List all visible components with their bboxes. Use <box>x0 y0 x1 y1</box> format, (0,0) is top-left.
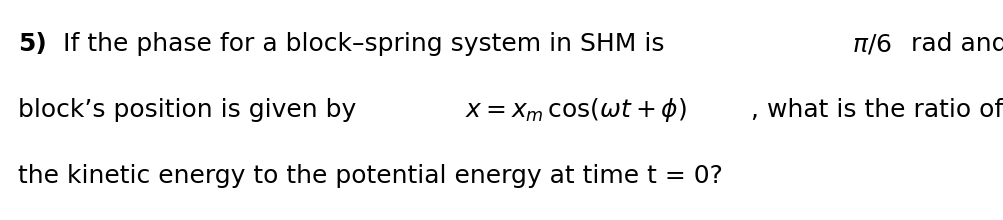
Text: 5): 5) <box>18 32 47 56</box>
Text: rad and the: rad and the <box>903 32 1003 56</box>
Text: the kinetic energy to the potential energy at time t = 0?: the kinetic energy to the potential ener… <box>18 164 722 188</box>
Text: , what is the ratio of: , what is the ratio of <box>750 98 1003 122</box>
Text: If the phase for a block–spring system in SHM is: If the phase for a block–spring system i… <box>55 32 672 56</box>
Text: block’s position is given by: block’s position is given by <box>18 98 364 122</box>
Text: $x = x_m\,\mathrm{cos}(\omega t + \phi)$: $x = x_m\,\mathrm{cos}(\omega t + \phi)$ <box>464 96 686 124</box>
Text: $\mathit{\pi}/6$: $\mathit{\pi}/6$ <box>852 32 891 56</box>
